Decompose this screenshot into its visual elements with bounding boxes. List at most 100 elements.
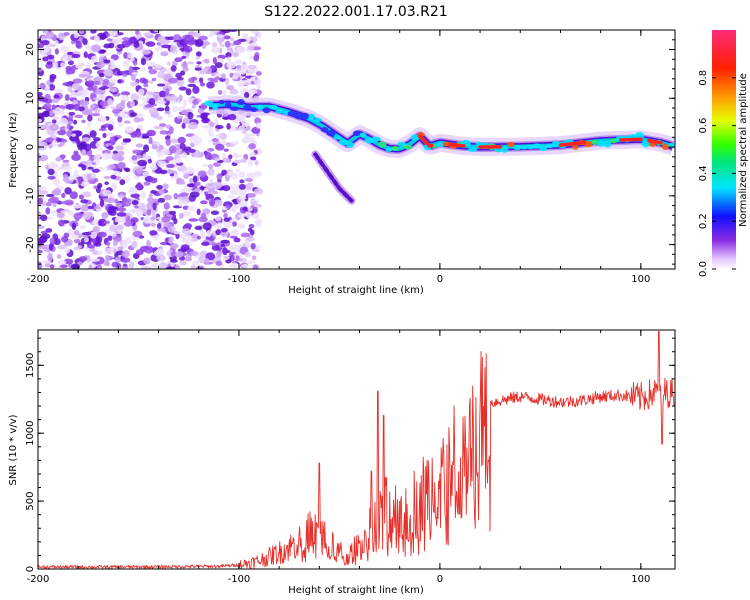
noise-blob bbox=[45, 31, 55, 40]
noise-blob bbox=[223, 212, 228, 219]
noise-blob bbox=[71, 53, 81, 59]
noise-blob bbox=[159, 123, 167, 128]
noise-blob bbox=[229, 37, 235, 42]
noise-blob bbox=[159, 90, 167, 98]
noise-blob bbox=[227, 143, 236, 148]
noise-blob bbox=[248, 133, 256, 137]
noise-blob bbox=[221, 157, 230, 163]
noise-blob bbox=[78, 73, 88, 78]
spectrogram-xlabel: Height of straight line (km) bbox=[288, 285, 424, 296]
noise-blob bbox=[149, 165, 158, 171]
noise-blob bbox=[38, 118, 43, 123]
noise-blob bbox=[38, 91, 43, 97]
noise-blob bbox=[63, 232, 70, 238]
noise-blob bbox=[51, 119, 57, 124]
noise-blob bbox=[130, 93, 139, 101]
noise-blob bbox=[194, 39, 204, 47]
noise-blob bbox=[91, 55, 98, 63]
noise-blob bbox=[182, 200, 188, 205]
noise-blob bbox=[49, 237, 55, 245]
ridge-dot bbox=[268, 104, 278, 110]
noise-blob bbox=[98, 116, 107, 123]
ridge-dot bbox=[609, 138, 618, 144]
noise-blob bbox=[87, 119, 92, 128]
noise-blob bbox=[86, 75, 94, 79]
noise-blob bbox=[112, 150, 119, 155]
noise-blob bbox=[206, 229, 212, 238]
noise-blob bbox=[232, 51, 239, 58]
noise-blob bbox=[254, 170, 262, 177]
noise-blob bbox=[60, 210, 69, 214]
noise-blob bbox=[110, 174, 117, 180]
noise-blob bbox=[47, 168, 55, 176]
noise-blob bbox=[202, 163, 209, 167]
ridge-dot bbox=[634, 132, 645, 140]
noise-blob bbox=[65, 68, 76, 75]
noise-blob bbox=[151, 77, 157, 82]
noise-blob bbox=[87, 166, 94, 170]
noise-blob bbox=[132, 149, 142, 154]
noise-blob bbox=[174, 57, 183, 63]
ridge-dot bbox=[475, 141, 483, 147]
noise-blob bbox=[185, 167, 195, 175]
ridge-dot bbox=[371, 136, 381, 142]
noise-blob bbox=[116, 51, 122, 55]
noise-blob bbox=[178, 94, 183, 102]
spec-xtick-label: -200 bbox=[27, 274, 50, 285]
ridge-dot bbox=[301, 113, 310, 120]
snr-xtick-label: -200 bbox=[27, 574, 50, 585]
noise-blob bbox=[104, 69, 114, 77]
noise-blob bbox=[151, 144, 158, 150]
ridge-dot bbox=[212, 103, 219, 111]
noise-blob bbox=[92, 218, 100, 226]
ridge-dot bbox=[603, 140, 612, 148]
noise-blob bbox=[47, 175, 56, 180]
noise-blob bbox=[179, 260, 187, 266]
noise-blob bbox=[248, 143, 256, 150]
noise-blob bbox=[107, 98, 113, 105]
noise-blob bbox=[49, 264, 55, 269]
noise-blob bbox=[196, 236, 201, 240]
noise-blob bbox=[250, 30, 259, 34]
noise-blob bbox=[157, 160, 167, 168]
noise-blob bbox=[162, 210, 169, 214]
noise-blob bbox=[148, 137, 153, 145]
noise-blob bbox=[221, 73, 226, 80]
noise-blob bbox=[246, 172, 256, 180]
noise-blob bbox=[227, 195, 235, 199]
noise-blob bbox=[133, 175, 140, 180]
noise-blob bbox=[122, 239, 132, 244]
noise-blob bbox=[75, 138, 81, 145]
noise-blob bbox=[215, 229, 222, 236]
noise-blob bbox=[148, 69, 158, 75]
ridge-dot bbox=[353, 130, 361, 137]
noise-blob bbox=[148, 80, 154, 84]
noise-blob bbox=[136, 103, 145, 107]
noise-blob bbox=[107, 235, 113, 241]
noise-blob bbox=[244, 132, 250, 139]
noise-blob bbox=[67, 210, 75, 216]
noise-blob bbox=[219, 43, 225, 48]
noise-blob bbox=[143, 181, 151, 186]
noise-blob bbox=[172, 34, 182, 42]
noise-blob bbox=[124, 168, 131, 173]
noise-blob bbox=[206, 148, 215, 152]
noise-blob bbox=[62, 177, 69, 183]
noise-blob bbox=[217, 34, 225, 38]
noise-blob bbox=[207, 164, 214, 169]
noise-blob bbox=[74, 169, 79, 176]
noise-blob bbox=[128, 65, 133, 74]
colorbar-tick-label: 0.4 bbox=[698, 165, 709, 181]
noise-blob bbox=[62, 159, 70, 163]
noise-blob bbox=[173, 230, 181, 235]
noise-blob bbox=[121, 37, 130, 41]
noise-blob bbox=[179, 142, 186, 150]
noise-blob bbox=[57, 244, 67, 250]
noise-blob bbox=[247, 64, 257, 70]
noise-blob bbox=[224, 40, 231, 48]
noise-blob bbox=[166, 169, 174, 174]
noise-blob bbox=[102, 80, 109, 87]
noise-blob bbox=[252, 264, 259, 269]
noise-blob bbox=[226, 122, 231, 130]
